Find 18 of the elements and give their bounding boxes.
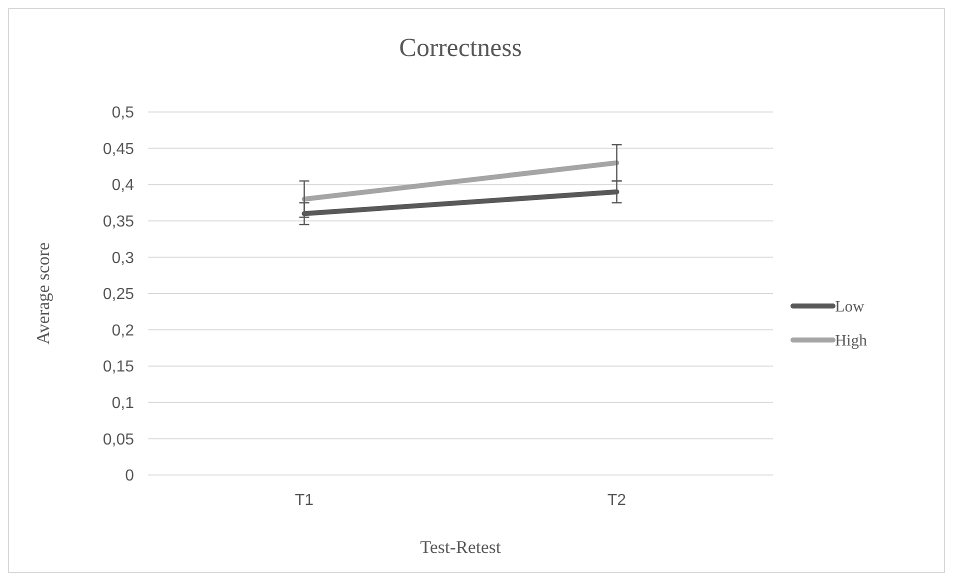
y-tick-label: 0,4 bbox=[112, 177, 134, 194]
x-tick-label: T2 bbox=[607, 492, 626, 509]
y-tick-label: 0,35 bbox=[102, 214, 134, 230]
chart-title: Correctness bbox=[399, 33, 522, 62]
y-tick-label: 0,45 bbox=[102, 140, 134, 158]
y-tick-label: 0,05 bbox=[102, 431, 134, 448]
y-tick-label: 0 bbox=[125, 468, 134, 485]
legend-label: Low bbox=[835, 298, 865, 316]
x-axis-title: Test-Retest bbox=[420, 537, 501, 557]
x-tick-label: T1 bbox=[294, 492, 314, 509]
legend-label: High bbox=[835, 332, 867, 350]
y-tick-label: 0,25 bbox=[102, 286, 134, 304]
y-tick-label: 0,5 bbox=[112, 104, 134, 122]
y-tick-label: 0,1 bbox=[112, 395, 134, 412]
y-axis-title: Average score bbox=[33, 242, 53, 345]
y-tick-label: 0,2 bbox=[112, 322, 134, 340]
y-tick-label: 0,3 bbox=[112, 250, 134, 267]
y-tick-label: 0,15 bbox=[102, 358, 134, 376]
